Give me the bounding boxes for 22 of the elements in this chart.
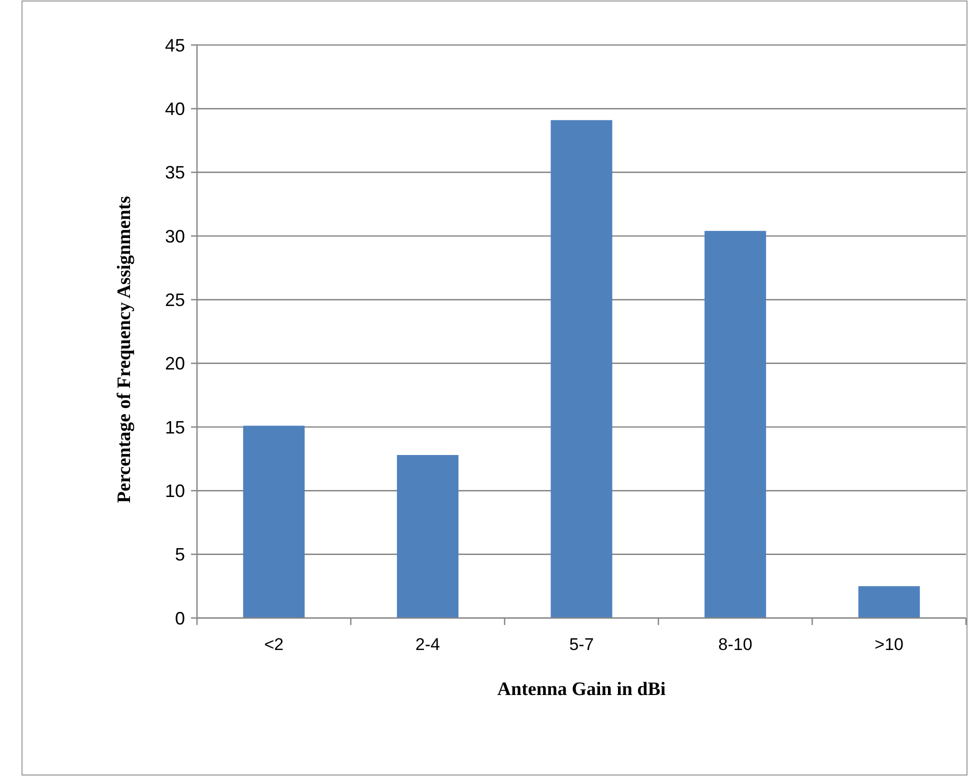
- bar: [396, 455, 458, 618]
- x-tick-label: >10: [874, 635, 904, 654]
- bar: [704, 230, 766, 618]
- y-tick-label: 45: [164, 35, 185, 56]
- x-tick-label: 8-10: [718, 635, 752, 654]
- y-tick-label: 10: [164, 480, 185, 501]
- y-tick-label: 35: [164, 162, 185, 183]
- bar: [858, 586, 920, 618]
- y-tick-label: 20: [164, 354, 185, 374]
- y-tick-label: 25: [164, 290, 185, 310]
- y-axis-title: Percentage of Frequency Assignments: [114, 196, 135, 503]
- x-tick-label: 2-4: [415, 635, 440, 654]
- bar: [243, 426, 305, 618]
- x-axis-title: Antenna Gain in dBi: [497, 679, 666, 700]
- x-tick-label: <2: [264, 635, 284, 654]
- x-tick-label: 5-7: [569, 635, 594, 654]
- y-tick-label: 5: [174, 544, 185, 565]
- y-tick-label: 30: [164, 226, 185, 246]
- bar: [550, 120, 612, 618]
- y-tick-label: 40: [164, 98, 185, 119]
- y-tick-label: 0: [174, 608, 185, 628]
- y-tick-label: 15: [164, 417, 185, 438]
